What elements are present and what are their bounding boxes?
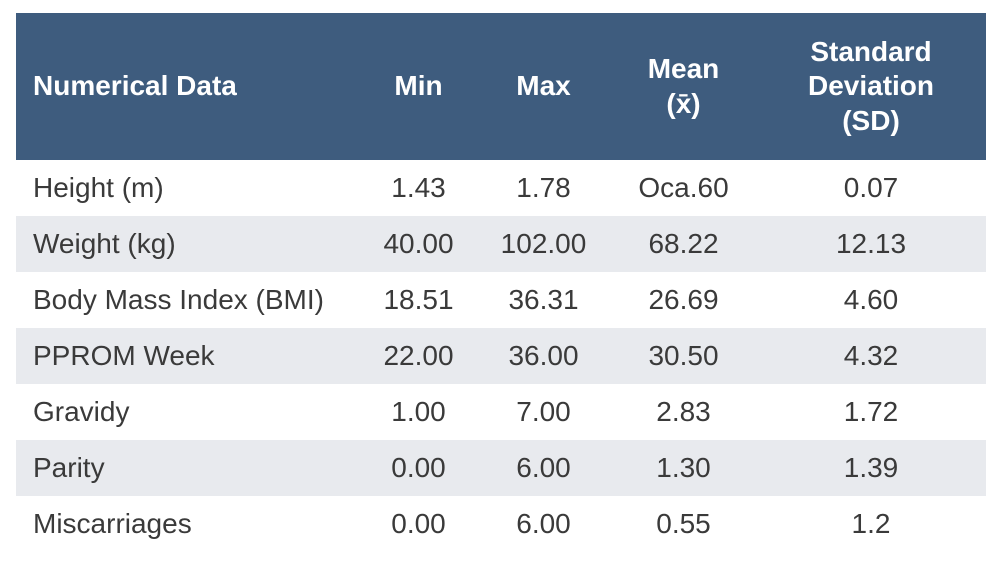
cell-max: 6.00 — [516, 452, 571, 483]
cell-min: 0.00 — [391, 508, 446, 539]
cell-max: 102.00 — [500, 228, 587, 259]
cell-mean: 26.69 — [648, 284, 719, 315]
column-header-numerical-data: Numerical Data — [16, 13, 361, 160]
cell-max: 1.78 — [516, 172, 571, 203]
cell-min: 0.00 — [391, 452, 446, 483]
table-row-pprom-week: PPROM Week 22.00 36.00 30.50 4.32 — [16, 328, 986, 384]
cell-max: 6.00 — [516, 508, 571, 539]
cell-sd: 0.07 — [843, 172, 899, 203]
row-label: Miscarriages — [33, 508, 192, 539]
cell-mean: 68.22 — [648, 228, 719, 259]
row-label: Height (m) — [33, 172, 164, 203]
cell-mean: 0.55 — [656, 508, 711, 539]
cell-sd: 1.2 — [851, 508, 891, 539]
descriptive-statistics-table: Numerical Data Min Max Mean (x̄) Standar… — [16, 13, 986, 552]
cell-max: 36.31 — [508, 284, 579, 315]
table-row-parity: Parity 0.00 6.00 1.30 1.39 — [16, 440, 986, 496]
table-row-weight: Weight (kg) 40.00 102.00 68.22 12.13 — [16, 216, 986, 272]
column-header-standard-deviation: Standard Deviation (SD) — [756, 13, 986, 160]
cell-sd: 4.60 — [843, 284, 899, 315]
cell-sd: 12.13 — [835, 228, 907, 259]
cell-max: 36.00 — [508, 340, 579, 371]
cell-max: 7.00 — [516, 396, 571, 427]
cell-min: 1.00 — [391, 396, 446, 427]
header-row: Numerical Data Min Max Mean (x̄) Standar… — [16, 13, 986, 160]
row-label: Gravidy — [33, 396, 130, 427]
row-label: PPROM Week — [33, 340, 215, 371]
row-label: Weight (kg) — [33, 228, 176, 259]
cell-mean: Oca.60 — [638, 172, 729, 203]
cell-mean: 1.30 — [656, 452, 711, 483]
column-header-min: Min — [361, 13, 476, 160]
cell-min: 1.43 — [391, 172, 446, 203]
cell-min: 40.00 — [383, 228, 454, 259]
column-header-mean: Mean (x̄) — [611, 13, 756, 160]
cell-min: 22.00 — [383, 340, 454, 371]
cell-sd: 4.32 — [843, 340, 899, 371]
column-header-max: Max — [476, 13, 611, 160]
cell-min: 18.51 — [383, 284, 454, 315]
cell-sd: 1.72 — [843, 396, 899, 427]
table-row-height: Height (m) 1.43 1.78 Oca.60 0.07 — [16, 160, 986, 216]
table-row-gravidy: Gravidy 1.00 7.00 2.83 1.72 — [16, 384, 986, 440]
table-row-miscarriages: Miscarriages 0.00 6.00 0.55 1.2 — [16, 496, 986, 552]
cell-sd: 1.39 — [843, 452, 899, 483]
cell-mean: 2.83 — [656, 396, 711, 427]
row-label: Parity — [33, 452, 105, 483]
row-label: Body Mass Index (BMI) — [33, 284, 324, 315]
cell-mean: 30.50 — [648, 340, 719, 371]
table-row-bmi: Body Mass Index (BMI) 18.51 36.31 26.69 … — [16, 272, 986, 328]
